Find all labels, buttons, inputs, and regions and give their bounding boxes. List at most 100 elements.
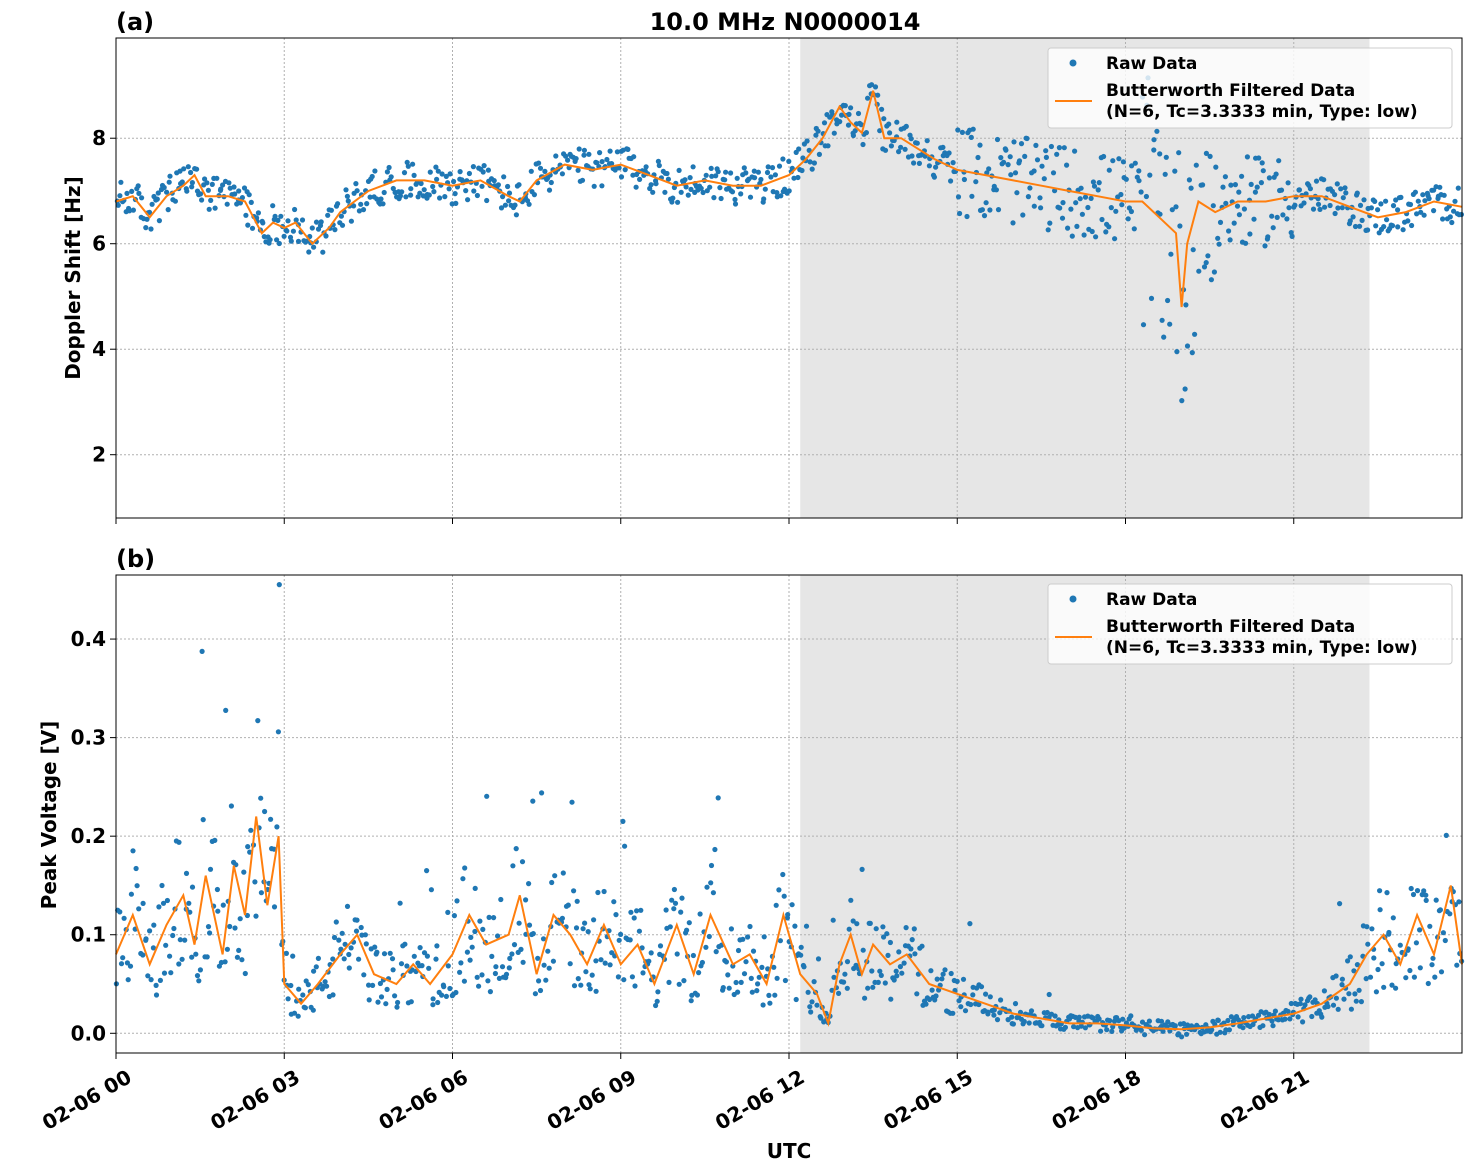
- raw-data-point: [781, 893, 787, 899]
- raw-data-point: [1442, 937, 1448, 944]
- raw-data-point: [1208, 277, 1214, 283]
- raw-data-point: [1310, 206, 1317, 212]
- raw-data-point: [484, 197, 490, 204]
- raw-data-point: [205, 924, 212, 930]
- raw-data-point: [207, 930, 213, 936]
- raw-data-point: [993, 187, 1000, 193]
- raw-data-point: [1246, 1014, 1252, 1020]
- raw-data-point: [957, 210, 963, 217]
- raw-data-point: [272, 213, 278, 219]
- raw-data-point: [741, 971, 748, 977]
- raw-data-point: [1146, 1018, 1152, 1024]
- raw-data-point: [214, 175, 220, 181]
- raw-data-point: [676, 167, 682, 173]
- raw-data-point: [734, 175, 740, 181]
- raw-data-point: [1215, 1017, 1221, 1024]
- raw-data-point: [1315, 201, 1322, 207]
- raw-data-point: [1425, 980, 1431, 987]
- raw-data-point: [740, 936, 746, 942]
- raw-data-point: [1008, 172, 1014, 178]
- raw-data-point: [1073, 200, 1079, 206]
- raw-data-point: [537, 165, 544, 171]
- raw-data-point: [743, 170, 749, 176]
- raw-data-point: [495, 182, 501, 188]
- raw-data-point: [888, 996, 894, 1002]
- raw-data-point: [1288, 1000, 1294, 1007]
- raw-data-point: [295, 1013, 301, 1019]
- raw-data-point: [358, 924, 364, 931]
- raw-data-point: [1188, 185, 1194, 191]
- raw-data-point: [1369, 926, 1375, 932]
- raw-data-point: [356, 208, 362, 214]
- raw-data-point: [519, 859, 526, 865]
- raw-data-point: [789, 902, 795, 908]
- raw-data-point: [1074, 223, 1080, 229]
- raw-data-point: [769, 165, 776, 171]
- raw-data-point: [234, 954, 240, 960]
- raw-data-point: [209, 181, 215, 187]
- y-tick-label: 2: [92, 443, 106, 467]
- raw-data-point: [510, 863, 516, 869]
- raw-data-point: [1411, 974, 1417, 980]
- raw-data-point: [232, 925, 238, 931]
- raw-data-point: [869, 82, 875, 88]
- raw-data-point: [960, 976, 967, 982]
- raw-data-point: [1056, 145, 1062, 151]
- raw-data-point: [574, 898, 580, 904]
- raw-data-point: [1278, 187, 1285, 193]
- raw-data-point: [344, 903, 351, 910]
- raw-data-point: [771, 964, 777, 970]
- raw-data-point: [410, 161, 416, 167]
- raw-data-point: [1220, 184, 1226, 190]
- raw-data-point: [560, 870, 566, 876]
- raw-data-point: [946, 150, 952, 156]
- raw-data-point: [1254, 184, 1260, 190]
- raw-data-point: [909, 153, 915, 159]
- raw-data-point: [712, 846, 718, 853]
- raw-data-point: [1225, 1017, 1231, 1024]
- raw-data-point: [231, 184, 237, 190]
- raw-data-point: [1193, 162, 1199, 168]
- raw-data-point: [760, 1002, 766, 1008]
- raw-data-point: [535, 955, 541, 961]
- raw-data-point: [445, 909, 451, 916]
- raw-data-point: [457, 969, 463, 975]
- raw-data-point: [685, 192, 691, 198]
- raw-data-point: [401, 170, 408, 176]
- raw-data-point: [933, 164, 939, 170]
- raw-data-point: [613, 912, 619, 918]
- raw-data-point: [245, 844, 251, 850]
- raw-data-point: [733, 979, 739, 986]
- raw-data-point: [484, 793, 490, 799]
- raw-data-point: [848, 897, 854, 903]
- raw-data-point: [1390, 203, 1397, 209]
- raw-data-point: [333, 919, 339, 925]
- raw-data-point: [176, 961, 182, 967]
- raw-data-point: [759, 964, 765, 971]
- raw-data-point: [1352, 991, 1358, 997]
- raw-data-point: [443, 993, 449, 1000]
- raw-data-point: [1136, 178, 1142, 184]
- raw-data-point: [667, 924, 673, 930]
- raw-data-point: [430, 183, 436, 190]
- raw-data-point: [756, 974, 762, 980]
- raw-data-point: [1438, 969, 1445, 975]
- raw-data-point: [1027, 185, 1033, 191]
- raw-data-point: [1431, 208, 1437, 214]
- raw-data-point: [237, 916, 243, 922]
- raw-data-point: [215, 908, 221, 914]
- raw-data-point: [911, 926, 917, 932]
- raw-data-point: [402, 941, 408, 947]
- raw-data-point: [1123, 176, 1129, 182]
- raw-data-point: [896, 149, 902, 155]
- raw-data-point: [276, 240, 282, 247]
- raw-data-point: [208, 197, 214, 203]
- raw-data-point: [1222, 174, 1228, 180]
- raw-data-point: [1345, 958, 1351, 964]
- raw-data-point: [1332, 210, 1338, 217]
- raw-data-point: [346, 951, 352, 958]
- raw-data-point: [1272, 1008, 1278, 1014]
- raw-data-point: [130, 207, 136, 213]
- raw-data-point: [443, 173, 449, 179]
